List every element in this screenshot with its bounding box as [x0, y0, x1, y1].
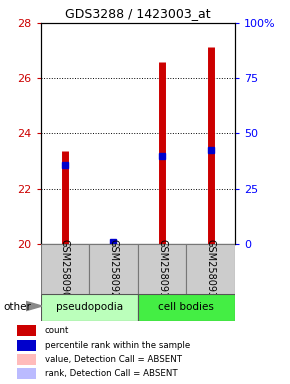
Text: pseudopodia: pseudopodia	[56, 302, 123, 312]
Bar	[41, 294, 138, 321]
Text: percentile rank within the sample: percentile rank within the sample	[45, 341, 190, 350]
Bar	[186, 244, 235, 294]
Bar	[17, 354, 36, 365]
Bar	[17, 325, 36, 336]
Bar	[89, 244, 138, 294]
Text: cell bodies: cell bodies	[158, 302, 214, 312]
Text: GSM258091: GSM258091	[157, 239, 167, 298]
Bar	[17, 340, 36, 351]
Title: GDS3288 / 1423003_at: GDS3288 / 1423003_at	[65, 7, 211, 20]
Text: GSM258090: GSM258090	[60, 239, 70, 298]
Bar	[17, 368, 36, 379]
Text: rank, Detection Call = ABSENT: rank, Detection Call = ABSENT	[45, 369, 177, 378]
Text: value, Detection Call = ABSENT: value, Detection Call = ABSENT	[45, 355, 182, 364]
Text: GSM258092: GSM258092	[108, 239, 118, 298]
Bar	[138, 244, 186, 294]
Text: count: count	[45, 326, 69, 335]
Bar	[138, 294, 235, 321]
Text: GSM258093: GSM258093	[206, 239, 215, 298]
Text: other: other	[3, 302, 31, 312]
Polygon shape	[26, 301, 42, 311]
Bar	[41, 244, 89, 294]
